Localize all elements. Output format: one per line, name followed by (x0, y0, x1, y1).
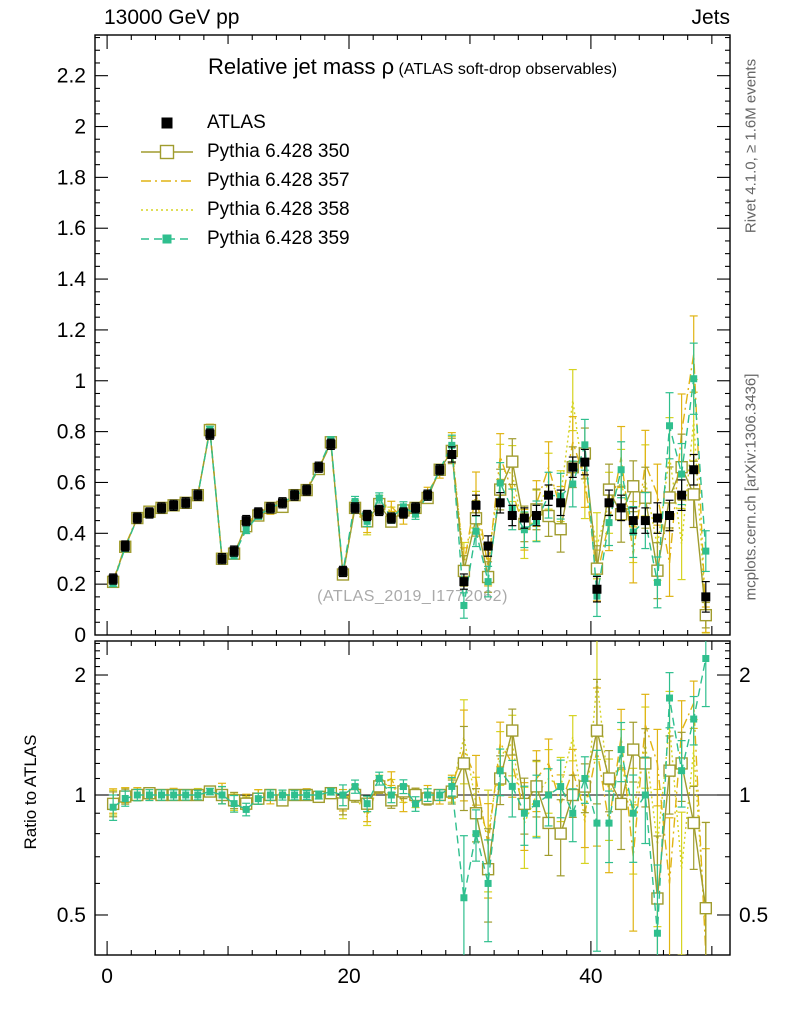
tick-label: 2 (74, 664, 86, 687)
series-pythia-6-428-357-main (109, 315, 710, 634)
tick-label: 1.4 (57, 268, 87, 291)
tick-label: 1.8 (57, 166, 86, 189)
legend-item-atlas: ATLAS (140, 108, 350, 137)
tick-label: 0 (101, 965, 113, 988)
legend-swatch-pythia-350-icon (141, 144, 193, 159)
tick-label: 1.2 (57, 319, 86, 342)
tick-label: 2.2 (57, 65, 86, 88)
legend-item-pythia-350: Pythia 6.428 350 (140, 137, 350, 166)
legend-item-pythia-359: Pythia 6.428 359 (140, 224, 350, 253)
legend-item-pythia-357: Pythia 6.428 357 (140, 166, 350, 195)
plot-title-sub: (ATLAS soft-drop observables) (394, 61, 618, 78)
legend-swatch-pythia-358-icon (141, 208, 193, 211)
tick-label: 0.5 (57, 904, 86, 927)
tick-label: 0.4 (57, 522, 87, 545)
legend-label-pythia-357: Pythia 6.428 357 (207, 169, 350, 191)
legend-swatch-atlas-icon (161, 117, 173, 128)
tick-label: 1 (739, 784, 751, 807)
tick-label: 2 (74, 116, 86, 139)
analysis-group-label: Jets (691, 6, 730, 29)
legend-swatch-pythia-359-icon (141, 234, 193, 243)
legend-label-pythia-359: Pythia 6.428 359 (207, 227, 350, 249)
beam-energy-label: 13000 GeV pp (104, 6, 240, 29)
series-pythia-6-428-359-main (109, 342, 710, 619)
ratio-axis-title: Ratio to ATLAS (21, 734, 40, 850)
plot-title: Relative jet mass ρ (ATLAS soft-drop obs… (95, 54, 730, 80)
tick-label: 1 (74, 370, 86, 393)
series-pythia-6-428-357-ratio (109, 680, 710, 955)
legend-label-atlas: ATLAS (207, 111, 266, 133)
legend: ATLAS Pythia 6.428 350 Pythia 6.428 357 … (140, 108, 350, 253)
tick-label: 0.6 (57, 471, 86, 494)
legend-label-pythia-350: Pythia 6.428 350 (207, 140, 350, 162)
tick-label: 1 (74, 784, 86, 807)
tick-label: 0.2 (57, 573, 86, 596)
tick-label: 0 (74, 624, 86, 647)
series-atlas-main (108, 428, 711, 613)
tick-label: 20 (337, 965, 360, 988)
mcplots-credit-label: mcplots.cern.ch [arXiv:1306.3436] (742, 373, 760, 601)
watermark-label: (ATLAS_2019_I1772062) (317, 588, 508, 605)
legend-item-pythia-358: Pythia 6.428 358 (140, 195, 350, 224)
plot-title-main: Relative jet mass ρ (207, 54, 395, 79)
series-pythia-6-428-359-ratio (109, 641, 710, 955)
rivet-version-label: Rivet 4.1.0, ≥ 1.6M events (742, 58, 760, 234)
tick-label: 1.6 (57, 217, 86, 240)
series-pythia-6-428-358-ratio (109, 641, 710, 955)
tick-label: 0.8 (57, 421, 86, 444)
tick-label: 40 (579, 965, 602, 988)
legend-label-pythia-358: Pythia 6.428 358 (207, 198, 350, 220)
tick-label: 0.5 (739, 904, 768, 927)
legend-swatch-pythia-357-icon (141, 179, 193, 182)
axes (94, 34, 731, 956)
tick-label: 2 (739, 664, 751, 687)
